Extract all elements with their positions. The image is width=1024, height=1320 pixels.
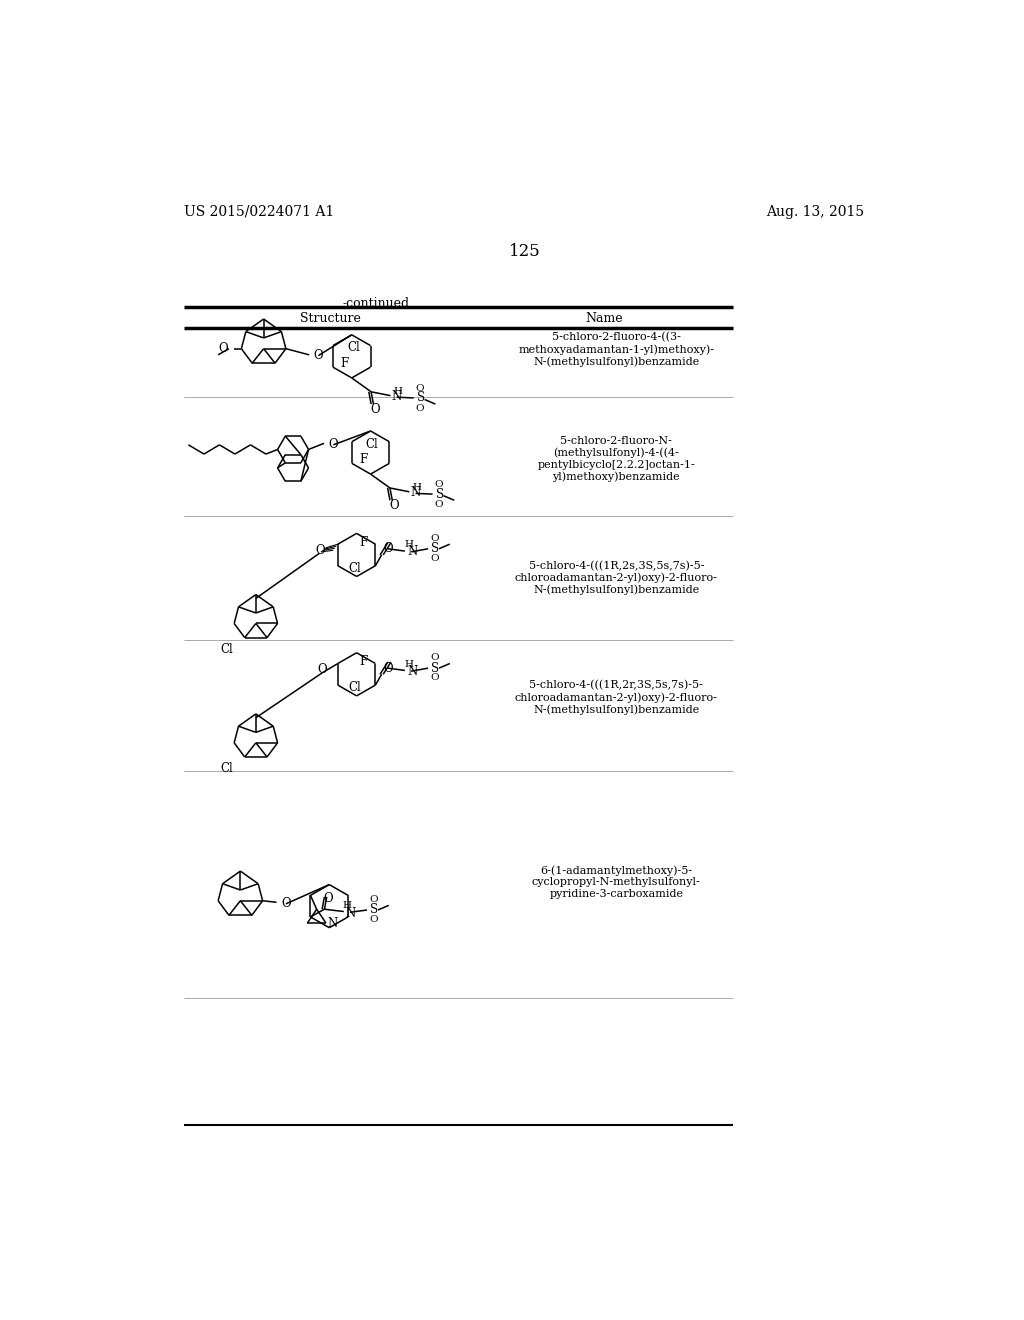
Text: H: H bbox=[404, 540, 414, 549]
Text: F: F bbox=[341, 356, 349, 370]
Text: O: O bbox=[416, 384, 424, 393]
Text: N: N bbox=[328, 916, 338, 929]
Text: H: H bbox=[393, 387, 402, 396]
Text: S: S bbox=[431, 661, 439, 675]
Text: 5-chloro-2-fluoro-N-
(methylsulfonyl)-4-((4-
pentylbicyclo[2.2.2]octan-1-
yl)met: 5-chloro-2-fluoro-N- (methylsulfonyl)-4-… bbox=[538, 436, 695, 482]
Text: O: O bbox=[329, 438, 338, 451]
Text: Cl: Cl bbox=[349, 681, 361, 694]
Text: O: O bbox=[389, 499, 398, 512]
Text: O: O bbox=[282, 898, 291, 911]
Text: F: F bbox=[359, 453, 368, 466]
Text: Cl: Cl bbox=[220, 643, 233, 656]
Text: O: O bbox=[324, 892, 333, 906]
Text: -continued: -continued bbox=[342, 297, 410, 310]
Text: O: O bbox=[369, 895, 378, 904]
Text: O: O bbox=[369, 915, 378, 924]
Text: 5-chloro-2-fluoro-4-((3-
methoxyadamantan-1-yl)methoxy)-
N-(methylsulfonyl)benza: 5-chloro-2-fluoro-4-((3- methoxyadamanta… bbox=[518, 331, 715, 367]
Text: O: O bbox=[315, 544, 326, 557]
Text: Cl: Cl bbox=[366, 437, 379, 450]
Text: O: O bbox=[313, 348, 324, 362]
Text: N: N bbox=[391, 389, 401, 403]
Text: Cl: Cl bbox=[220, 762, 233, 775]
Text: O: O bbox=[416, 404, 424, 413]
Text: Name: Name bbox=[586, 312, 624, 325]
Text: N: N bbox=[345, 907, 355, 920]
Text: N: N bbox=[408, 665, 418, 677]
Text: O: O bbox=[371, 403, 380, 416]
Text: Cl: Cl bbox=[349, 561, 361, 574]
Text: H: H bbox=[413, 483, 422, 491]
Text: 125: 125 bbox=[509, 243, 541, 260]
Text: 5-chloro-4-(((1R,2r,3S,5s,7s)-5-
chloroadamantan-2-yl)oxy)-2-fluoro-
N-(methylsu: 5-chloro-4-(((1R,2r,3S,5s,7s)-5- chloroa… bbox=[515, 680, 718, 715]
Text: H: H bbox=[342, 900, 351, 909]
Text: H: H bbox=[404, 660, 414, 669]
Text: 5-chloro-4-(((1R,2s,3S,5s,7s)-5-
chloroadamantan-2-yl)oxy)-2-fluoro-
N-(methylsu: 5-chloro-4-(((1R,2s,3S,5s,7s)-5- chloroa… bbox=[515, 561, 718, 595]
Text: Structure: Structure bbox=[300, 312, 360, 325]
Text: US 2015/0224071 A1: US 2015/0224071 A1 bbox=[183, 205, 334, 219]
Text: O: O bbox=[434, 500, 443, 510]
Text: N: N bbox=[408, 545, 418, 558]
Text: O: O bbox=[430, 653, 438, 661]
Text: O: O bbox=[430, 553, 438, 562]
Text: N: N bbox=[410, 486, 420, 499]
Text: F: F bbox=[359, 656, 368, 668]
Text: 6-(1-adamantylmethoxy)-5-
cyclopropyl-N-methylsulfonyl-
pyridine-3-carboxamide: 6-(1-adamantylmethoxy)-5- cyclopropyl-N-… bbox=[531, 866, 700, 899]
Text: S: S bbox=[417, 392, 425, 404]
Text: S: S bbox=[435, 487, 443, 500]
Text: F: F bbox=[359, 536, 368, 549]
Text: O: O bbox=[383, 661, 392, 675]
Text: O: O bbox=[434, 480, 443, 490]
Text: Aug. 13, 2015: Aug. 13, 2015 bbox=[766, 205, 864, 219]
Text: O: O bbox=[218, 342, 228, 355]
Text: O: O bbox=[430, 673, 438, 682]
Text: O: O bbox=[383, 543, 392, 556]
Text: O: O bbox=[430, 533, 438, 543]
Text: S: S bbox=[370, 903, 378, 916]
Text: O: O bbox=[317, 663, 327, 676]
Text: Cl: Cl bbox=[347, 342, 359, 354]
Text: S: S bbox=[431, 543, 439, 556]
